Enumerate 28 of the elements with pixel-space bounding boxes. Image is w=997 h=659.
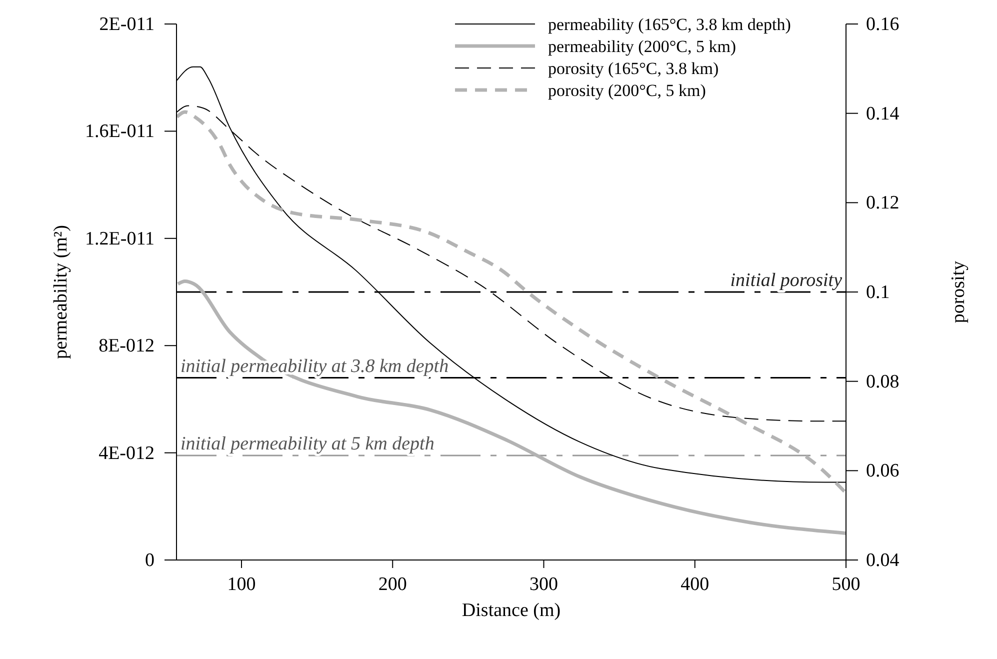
y2-tick-label: 0.1 [866,282,890,303]
y2-tick-label: 0.16 [866,14,900,35]
y-tick-label: 2E-011 [99,14,154,35]
y-tick-label: 4E-012 [98,442,154,464]
x-axis-title: Distance (m) [462,600,561,621]
x-tick-label: 200 [378,574,407,595]
legend-label: porosity (165°C, 3.8 km) [548,59,719,78]
y2-tick-label: 0.06 [866,460,900,482]
ref-line-label: initial permeability at 5 km depth [180,433,434,454]
legend-label: porosity (200°C, 5 km) [548,81,706,100]
y2-tick-label: 0.14 [866,103,900,124]
y-tick-label: 1.6E-011 [85,121,154,142]
y2-tick-label: 0.08 [866,371,900,392]
ref-line-label: initial porosity [730,270,843,291]
ref-line-label: initial permeability at 3.8 km depth [180,356,449,377]
y2-axis-title: porosity [948,260,969,324]
y-tick-label: 1.2E-011 [85,228,154,250]
y2-tick-label: 0.12 [866,192,900,214]
legend-label: permeability (200°C, 5 km) [548,37,736,56]
y-axis-title: permeability (m²) [50,225,72,359]
y-tick-label: 8E-012 [98,336,154,357]
x-tick-label: 100 [227,574,256,595]
legend-label: permeability (165°C, 3.8 km depth) [548,15,791,34]
x-tick-label: 500 [832,574,860,595]
x-tick-label: 300 [529,574,558,595]
y-tick-label: 0 [145,550,154,571]
x-tick-label: 400 [680,574,710,595]
y2-tick-label: 0.04 [866,550,900,571]
